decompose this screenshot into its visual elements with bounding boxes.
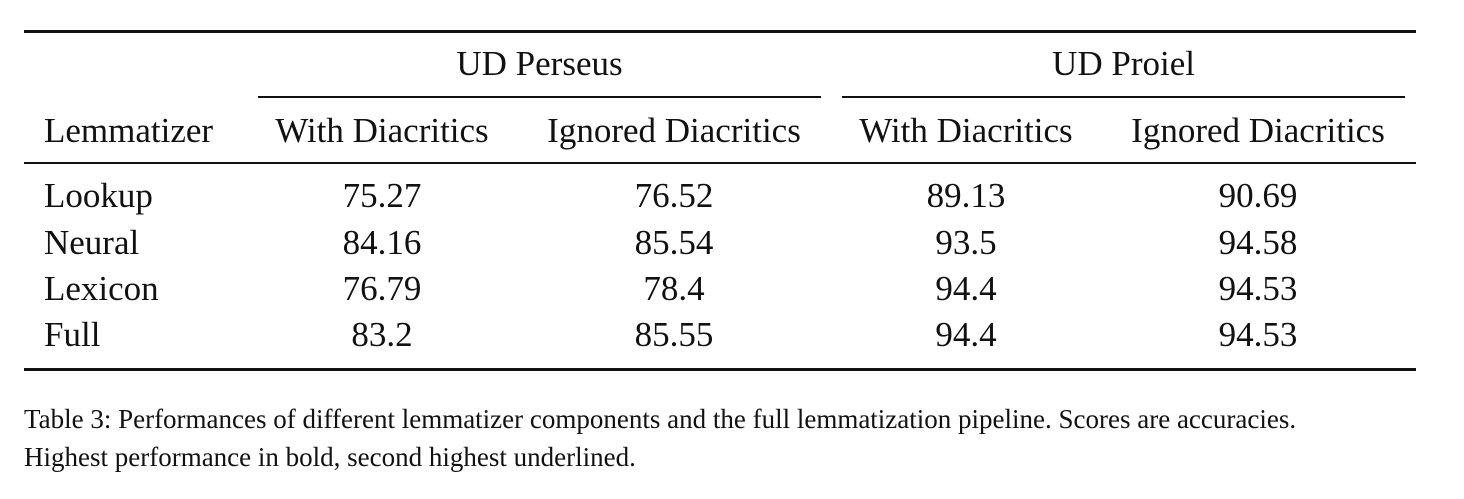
column-header-perseus-with: With Diacritics bbox=[275, 111, 489, 150]
cell-lookup-perseus-with: 75.27 bbox=[342, 176, 422, 215]
cell-full-perseus-ignored: 85.55 bbox=[634, 315, 714, 354]
cell-neural-perseus-ignored: 85.54 bbox=[634, 223, 714, 262]
cell-neural-proiel-with: 93.5 bbox=[935, 223, 997, 262]
cell-full-proiel-with: 94.4 bbox=[935, 315, 997, 354]
column-header-proiel-ignored: Ignored Diacritics bbox=[1131, 111, 1385, 150]
column-header-proiel-with: With Diacritics bbox=[859, 111, 1073, 150]
table-caption: Table 3: Performances of different lemma… bbox=[24, 400, 1444, 476]
cell-full-proiel-ignored: 94.53 bbox=[1218, 315, 1298, 354]
cell-full-perseus-with: 83.2 bbox=[351, 315, 413, 354]
column-header-perseus-ignored: Ignored Diacritics bbox=[547, 111, 801, 150]
cell-neural-perseus-with: 84.16 bbox=[342, 223, 422, 262]
cell-lexicon-proiel-ignored: 94.53 bbox=[1218, 269, 1298, 308]
caption-line-1: Table 3: Performances of different lemma… bbox=[24, 404, 1297, 434]
table-top-rule bbox=[24, 30, 1416, 33]
cell-neural-proiel-ignored: 94.58 bbox=[1218, 223, 1298, 262]
group-header-ud-perseus: UD Perseus bbox=[456, 44, 623, 83]
cell-lookup-perseus-ignored: 76.52 bbox=[634, 176, 714, 215]
cell-lexicon-perseus-ignored: 78.4 bbox=[643, 269, 705, 308]
table-header-rule bbox=[24, 162, 1416, 164]
group-rule-ud-proiel bbox=[842, 96, 1405, 98]
column-header-lemmatizer: Lemmatizer bbox=[44, 111, 214, 150]
group-rule-ud-perseus bbox=[258, 96, 821, 98]
row-label-lookup: Lookup bbox=[44, 176, 153, 215]
row-label-full: Full bbox=[44, 315, 101, 354]
cell-lookup-proiel-with: 89.13 bbox=[926, 176, 1006, 215]
cell-lexicon-perseus-with: 76.79 bbox=[342, 269, 422, 308]
cell-lookup-proiel-ignored: 90.69 bbox=[1218, 176, 1298, 215]
row-label-lexicon: Lexicon bbox=[44, 269, 159, 308]
row-label-neural: Neural bbox=[44, 223, 140, 262]
caption-line-2: Highest performance in bold, second high… bbox=[24, 442, 636, 472]
table-bottom-rule bbox=[24, 368, 1416, 371]
cell-lexicon-proiel-with: 94.4 bbox=[935, 269, 997, 308]
group-header-ud-proiel: UD Proiel bbox=[1052, 44, 1195, 83]
